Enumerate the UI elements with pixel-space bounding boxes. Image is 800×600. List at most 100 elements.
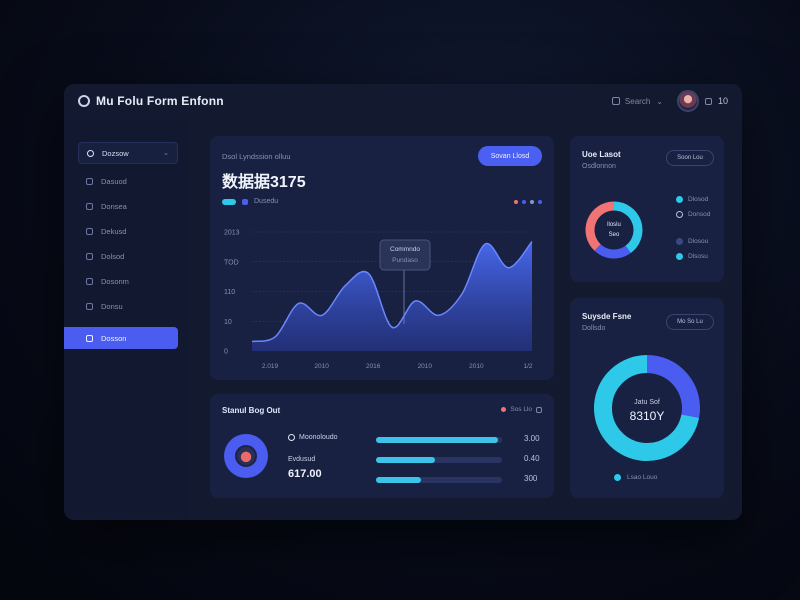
- series-toggle[interactable]: [222, 198, 236, 205]
- card-filter-button[interactable]: Soon Lou: [666, 150, 714, 166]
- legend-label: Dlsosu: [688, 253, 708, 260]
- logo-icon: [78, 95, 90, 107]
- donut-center-label: Jatu Sof: [634, 399, 660, 406]
- stat-label-text: Moonoloudo: [299, 434, 338, 441]
- chart-subtitle: Dsol Lyndssion olluu: [222, 152, 291, 161]
- sidebar-item-1[interactable]: Dozsow ⌄: [78, 142, 178, 164]
- sidebar-item-label: Dosson: [101, 333, 127, 343]
- tooltip-title: Commndo: [390, 246, 420, 253]
- expand-icon[interactable]: [536, 406, 542, 413]
- donut-center-line1: lloslu: [607, 222, 621, 228]
- legend-label: Dlosod: [688, 196, 709, 203]
- progress-bar-3: [376, 477, 502, 483]
- sidebar-item-label: Dolsod: [101, 251, 125, 261]
- card-title: Uoe Lasot: [582, 150, 621, 159]
- card-title: Suysde Fsne: [582, 312, 632, 321]
- legend-dot: [676, 238, 683, 245]
- x-tick-label: 2010: [469, 363, 484, 370]
- tag-label: Sos Llo: [510, 406, 532, 413]
- status-dot-icon: [501, 407, 507, 412]
- chart-options[interactable]: [514, 200, 542, 204]
- progress-bar-1: [376, 437, 502, 443]
- donut-slice: [613, 201, 643, 254]
- sidebar-item-label: Donsea: [101, 201, 127, 211]
- sidebar-item-6[interactable]: Dosonm: [78, 270, 178, 292]
- legend-label: Donsod: [688, 211, 711, 218]
- document-icon: [86, 252, 93, 260]
- donut-slice: [594, 355, 700, 461]
- legend-item: Dlosod: [676, 196, 708, 203]
- sidebar-item-5[interactable]: Dolsod: [78, 245, 178, 267]
- sidebar-item-label: Dekusd: [101, 226, 127, 236]
- primary-action-button[interactable]: Sovan Llosd: [478, 146, 542, 166]
- legend-label: Dusedu: [254, 198, 279, 205]
- dot-icon: [530, 200, 534, 204]
- sidebar-item-7[interactable]: Donsu: [78, 295, 178, 317]
- avatar[interactable]: [676, 90, 699, 112]
- search-icon[interactable]: [611, 97, 620, 105]
- donut-legend: Lsao Louo: [614, 474, 657, 481]
- legend-dot: [676, 253, 683, 260]
- chart-legend: Dusedu: [222, 198, 278, 205]
- chevron-down-icon[interactable]: ⌄: [656, 96, 663, 106]
- donut-slice: [646, 355, 700, 418]
- card-filter-button[interactable]: Mo So Lu: [666, 314, 714, 330]
- card-subtitle: Osdlonnon: [582, 163, 616, 170]
- legend-dot: [614, 474, 621, 481]
- legend-item: Donsod: [676, 211, 710, 218]
- folder-icon: [86, 227, 93, 235]
- chevron-down-icon: ⌄: [163, 150, 169, 157]
- sidebar-item-4[interactable]: Dekusd: [78, 220, 178, 242]
- message-icon: [86, 277, 93, 285]
- settings-icon: [86, 334, 93, 342]
- sidebar-item-8[interactable]: Dosson: [64, 327, 178, 349]
- legend-item: Dlosou: [676, 238, 708, 245]
- pie-icon: [235, 445, 257, 467]
- right-bottom-card: Suysde Fsne Dollsdo Mo So Lu Jatu Sof 83…: [570, 298, 724, 498]
- sidebar-item-3[interactable]: Donsea: [78, 195, 178, 217]
- x-tick-label: 2016: [366, 363, 381, 370]
- legend-label: Lsao Louo: [627, 474, 658, 481]
- top-bar: Mu Folu Form Enfonn Search ⌄ 10: [64, 84, 742, 120]
- tooltip-sub: Pundaso: [392, 257, 418, 264]
- x-tick-label: 1/2: [523, 363, 532, 370]
- donut-center-value: 8310Y: [630, 409, 665, 423]
- x-tick-label: 2.019: [262, 363, 279, 370]
- small-donut-chart: lloslu Seo: [585, 201, 643, 259]
- notification-count: 10: [717, 96, 728, 106]
- x-tick-label: 2010: [314, 363, 329, 370]
- search-label[interactable]: Search: [624, 96, 651, 106]
- progress-fill: [376, 437, 499, 443]
- brand-title: Mu Folu Form Enfonn: [96, 94, 224, 108]
- y-tick-label: TOD: [224, 259, 239, 266]
- donut-slice: [594, 244, 631, 259]
- settings-icon[interactable]: [704, 97, 712, 105]
- brand[interactable]: Mu Folu Form Enfonn: [78, 94, 224, 108]
- user-icon: [86, 302, 93, 310]
- clock-icon: [288, 434, 295, 441]
- top-right-controls: Search ⌄ 10: [611, 90, 742, 112]
- legend-dot: [676, 196, 683, 203]
- legend-swatch: [242, 198, 248, 205]
- area-chart: 2013 TOD 110 10 0 2.019 2010 2016 2010 2010 1/2 C…: [224, 230, 533, 371]
- chart-tooltip: [379, 239, 431, 271]
- progress-value-1: 3.00: [524, 434, 540, 443]
- sidebar-item-2[interactable]: Dasuod: [78, 170, 178, 192]
- sidebar-item-label: Donsu: [101, 301, 123, 311]
- progress-value-3: 300: [524, 474, 538, 483]
- sidebar-item-label: Dosonm: [101, 276, 129, 286]
- stat-label-1: Moonoloudo: [288, 434, 338, 441]
- dot-icon: [522, 200, 526, 204]
- dot-icon: [538, 200, 542, 204]
- y-tick-label: 10: [224, 319, 232, 326]
- y-tick-label: 0: [224, 349, 228, 356]
- bottom-card-tag[interactable]: Sos Llo: [501, 406, 542, 413]
- grid-icon: [86, 177, 93, 185]
- progress-value-2: 0.40: [524, 454, 540, 463]
- sidebar-item-label: Dozsow: [102, 148, 129, 158]
- card-subtitle: Dollsdo: [582, 325, 606, 332]
- main-chart-card: Dsol Lyndssion olluu 数据据3175 Sovan Llosd…: [210, 136, 554, 380]
- large-donut-chart: Jatu Sof 8310Y: [594, 355, 700, 461]
- stat-label-2: Evdusud: [288, 456, 316, 463]
- bottom-stats-card: Stanul Bog Out Sos Llo Moonoloudo Evdusu…: [210, 394, 554, 498]
